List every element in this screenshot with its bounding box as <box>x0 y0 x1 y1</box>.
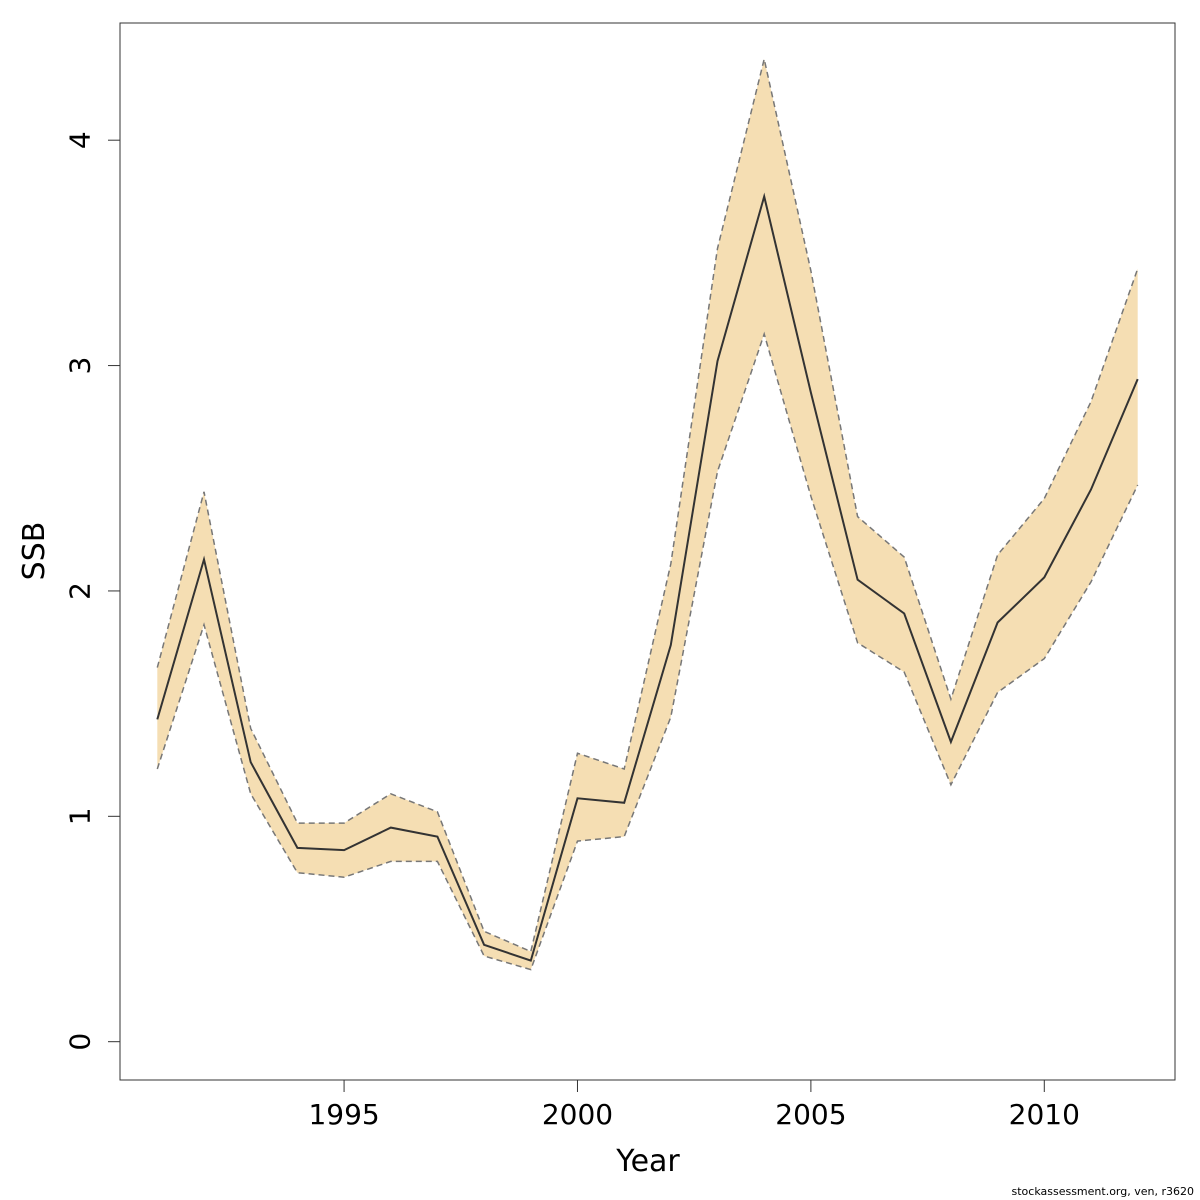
y-axis-title: SSB <box>17 522 52 581</box>
x-tick-label: 2005 <box>775 1098 846 1131</box>
y-tick-label: 3 <box>63 357 96 375</box>
x-axis-title: Year <box>615 1144 680 1179</box>
ssb-estimate-line <box>156 192 1139 962</box>
y-tick-label: 1 <box>64 807 97 825</box>
credit-text: stockassessment.org, ven, r3620 <box>1011 1185 1195 1198</box>
y-axis: 0 1 2 3 4 <box>63 131 121 1051</box>
x-tick-label: 2000 <box>542 1098 613 1131</box>
x-axis: 1995 2000 2005 2010 <box>308 1079 1080 1131</box>
x-tick-label: 1995 <box>308 1098 379 1131</box>
y-tick-label: 0 <box>63 1033 96 1051</box>
upper-bound-line <box>156 58 1139 953</box>
y-tick-label: 2 <box>64 582 97 600</box>
x-tick-label: 2010 <box>1009 1098 1080 1131</box>
y-tick-label: 4 <box>63 131 96 149</box>
lower-bound-line <box>156 331 1139 971</box>
confidence-band <box>157 59 1138 970</box>
